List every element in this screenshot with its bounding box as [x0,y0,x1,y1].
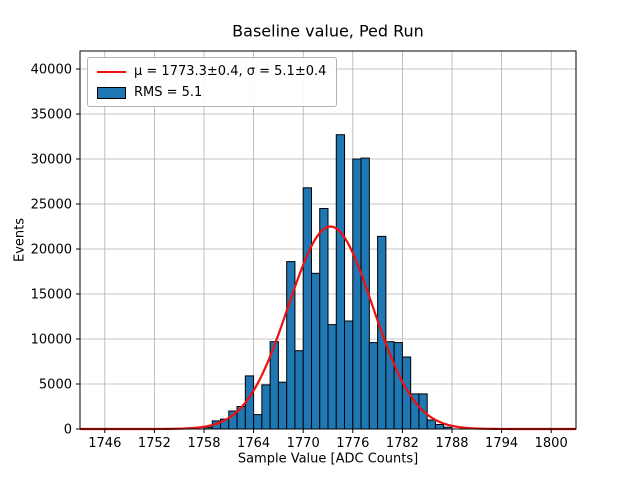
hist-label: RMS = 5.1 [134,85,203,100]
legend-item-fit: μ = 1773.3±0.4, σ = 5.1±0.4 [97,64,326,79]
x-tick-label: 1782 [386,436,419,451]
x-axis-label: Sample Value [ADC Counts] [237,451,419,467]
x-tick-label: 1800 [535,436,568,451]
x-tick-label: 1752 [138,436,171,451]
y-tick-label: 30000 [31,153,72,168]
histogram-bar [352,158,362,430]
histogram-bar [277,381,288,430]
fit-label: μ = 1773.3±0.4, σ = 5.1±0.4 [134,64,327,79]
y-tick-label: 0 [64,423,72,438]
axes-frame [79,50,577,430]
x-tick-label: 1776 [336,436,369,451]
histogram-bar [434,424,445,430]
y-tick-label: 40000 [31,63,72,78]
histogram-bar [261,384,271,430]
y-axis-label: Events [12,217,28,263]
x-tick-label: 1746 [88,436,121,451]
histogram-bar [335,134,346,430]
x-tick-label: 1788 [435,436,468,451]
chart-title: Baseline value, Ped Run [232,21,424,41]
y-tick-label: 35000 [31,108,72,123]
y-tick-label: 15000 [31,288,72,303]
x-tick-label: 1758 [187,436,220,451]
histogram-bar [294,350,304,430]
y-tick-label: 5000 [39,378,72,393]
histogram-bar [393,342,403,430]
histogram-bar [302,187,312,430]
y-tick-label: 20000 [31,243,72,258]
histogram-bar [368,342,379,430]
legend: μ = 1773.3±0.4, σ = 5.1±0.4 RMS = 5.1 [87,57,338,107]
histogram-bar [319,208,329,430]
histogram-bar [286,261,296,430]
legend-item-hist: RMS = 5.1 [97,85,326,100]
x-tick-label: 1794 [485,436,518,451]
hist-swatch [97,86,126,99]
histogram-bar [253,414,263,430]
histogram-bar [426,419,436,430]
histogram-bar [310,272,321,430]
x-tick-label: 1770 [287,436,320,451]
fit-line-swatch [97,70,126,73]
y-tick-label: 25000 [31,198,72,213]
y-tick-label: 10000 [31,333,72,348]
histogram-bar [344,320,354,430]
histogram-bar [327,324,337,430]
x-tick-label: 1764 [237,436,270,451]
